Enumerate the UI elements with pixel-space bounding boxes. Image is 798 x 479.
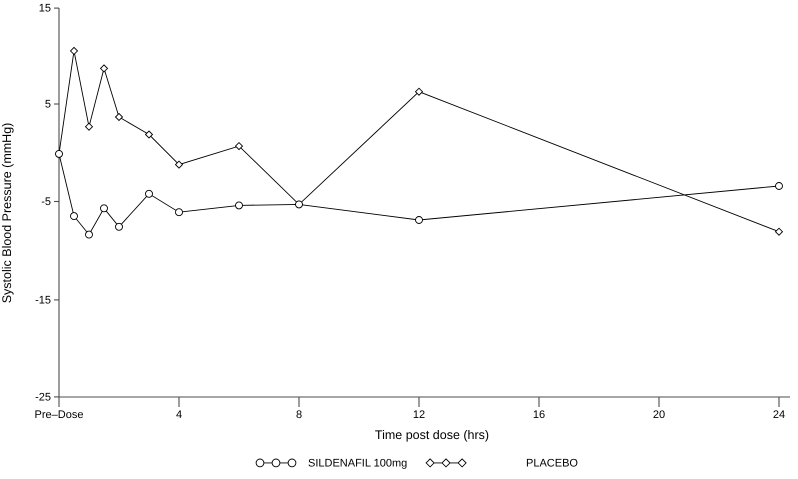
svg-text:SILDENAFIL 100mg: SILDENAFIL 100mg bbox=[308, 458, 407, 470]
svg-text:Time post dose (hrs): Time post dose (hrs) bbox=[375, 428, 489, 442]
svg-text:4: 4 bbox=[176, 409, 182, 421]
svg-text:5: 5 bbox=[45, 99, 51, 111]
svg-text:-15: -15 bbox=[35, 294, 51, 306]
svg-text:16: 16 bbox=[533, 409, 545, 421]
svg-text:-5: -5 bbox=[41, 196, 51, 208]
svg-text:Pre–Dose: Pre–Dose bbox=[35, 409, 84, 421]
svg-text:8: 8 bbox=[296, 409, 302, 421]
svg-text:24: 24 bbox=[773, 409, 785, 421]
svg-text:PLACEBO: PLACEBO bbox=[526, 458, 578, 470]
svg-text:12: 12 bbox=[413, 409, 425, 421]
svg-text:-25: -25 bbox=[35, 391, 51, 403]
svg-text:20: 20 bbox=[653, 409, 665, 421]
svg-text:15: 15 bbox=[39, 3, 51, 15]
svg-text:Systolic Blood Pressure (mmHg): Systolic Blood Pressure (mmHg) bbox=[0, 123, 14, 304]
